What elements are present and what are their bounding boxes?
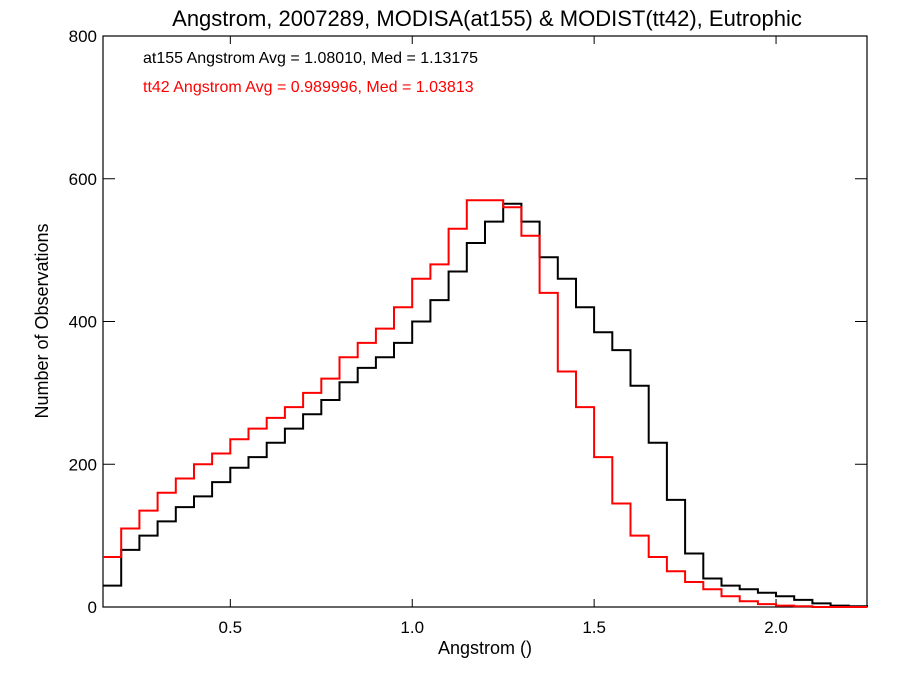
- x-tick-label: 1.0: [400, 618, 424, 637]
- series-1-histogram-line: [103, 199, 867, 608]
- annotation-at155: at155 Angstrom Avg = 1.08010, Med = 1.13…: [143, 50, 478, 67]
- y-tick-label: 400: [69, 313, 97, 332]
- series-layer: [103, 199, 868, 608]
- y-tick-label: 0: [88, 598, 97, 617]
- x-tick-label: 1.5: [582, 618, 606, 637]
- x-tick-label: 0.5: [219, 618, 243, 637]
- x-axis-label: Angstrom (): [438, 638, 532, 658]
- chart-title: Angstrom, 2007289, MODISA(at155) & MODIS…: [172, 6, 802, 31]
- annotation-tt42: tt42 Angstrom Avg = 0.989996, Med = 1.03…: [143, 79, 474, 96]
- y-axis-label: Number of Observations: [32, 223, 52, 418]
- y-tick-label: 200: [69, 455, 97, 474]
- series-0-histogram-line: [103, 202, 868, 608]
- plot-frame: [102, 35, 868, 608]
- y-tick-label: 600: [69, 170, 97, 189]
- y-tick-label: 800: [69, 27, 97, 46]
- axis-ticks: 0.5 1.0 1.5 2.0 0 200 400 600 800: [69, 27, 867, 637]
- x-tick-label: 2.0: [764, 618, 788, 637]
